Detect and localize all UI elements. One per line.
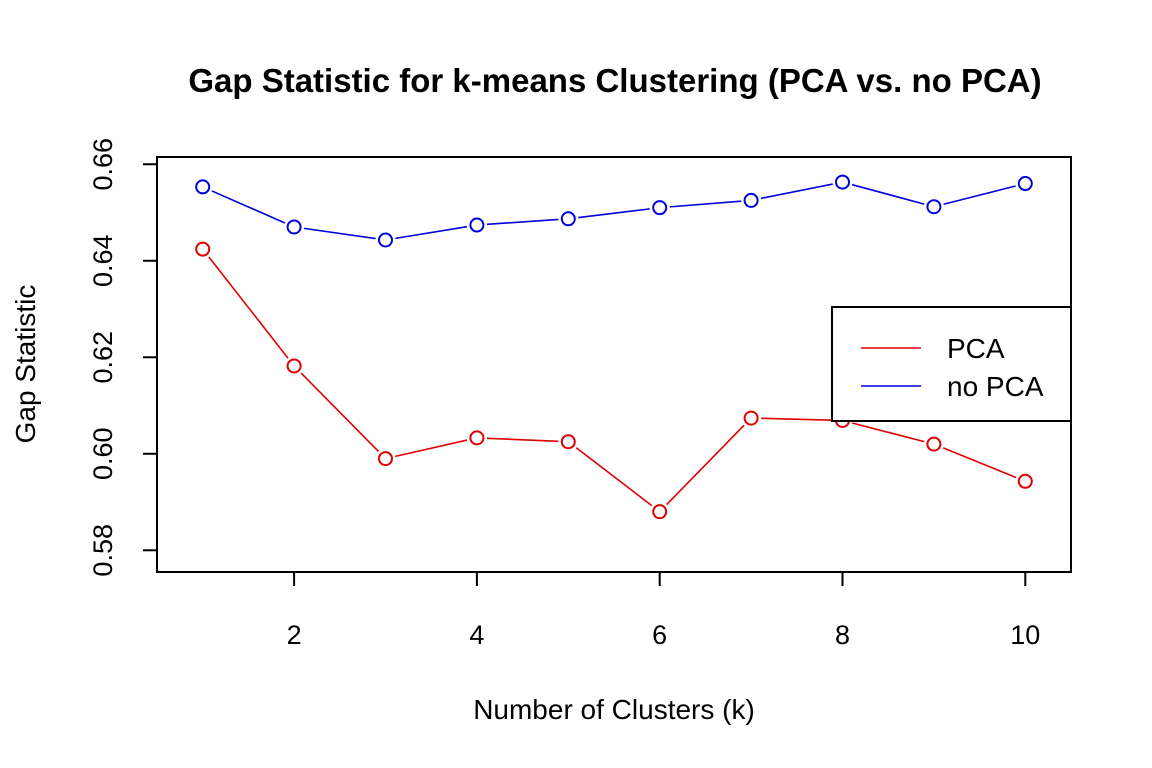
series-0 xyxy=(195,241,1033,520)
data-point xyxy=(469,430,485,446)
legend-label: no PCA xyxy=(947,371,1044,402)
y-axis: 0.58 0.60 0.62 0.64 0.66 xyxy=(88,138,157,577)
data-point xyxy=(926,436,942,452)
series-layer xyxy=(195,174,1033,520)
x-axis: 2 4 6 8 10 xyxy=(287,572,1040,650)
series-line-segment xyxy=(486,437,559,443)
x-tick-label: 10 xyxy=(1010,620,1040,650)
y-tick-label: 0.62 xyxy=(88,331,118,384)
series-line-segment xyxy=(300,372,380,453)
y-tick-label: 0.60 xyxy=(88,427,118,480)
series-line-segment xyxy=(851,422,925,443)
data-point xyxy=(286,358,302,374)
data-point xyxy=(195,241,211,257)
data-point xyxy=(743,192,759,208)
y-axis-label: Gap Statistic xyxy=(10,285,41,444)
data-point xyxy=(378,451,393,467)
series-line-segment xyxy=(761,417,833,422)
x-tick-label: 8 xyxy=(835,620,850,650)
data-point xyxy=(926,199,942,215)
series-line-segment xyxy=(303,227,376,240)
data-point xyxy=(560,211,576,227)
series-line-segment xyxy=(760,183,833,200)
x-tick-label: 4 xyxy=(469,620,484,650)
chart-title: Gap Statistic for k-means Clustering (PC… xyxy=(188,62,1041,99)
data-point xyxy=(469,217,485,233)
series-line-segment xyxy=(395,225,468,240)
series-line-segment xyxy=(942,447,1017,479)
data-point xyxy=(378,232,393,248)
legend-box xyxy=(831,306,1072,422)
y-tick-label: 0.58 xyxy=(88,524,118,577)
x-axis-label: Number of Clusters (k) xyxy=(473,694,755,725)
x-tick-label: 6 xyxy=(652,620,667,650)
series-line-segment xyxy=(486,218,559,226)
series-line-segment xyxy=(211,190,286,224)
data-point xyxy=(1017,473,1033,489)
data-point xyxy=(195,179,211,195)
data-point xyxy=(560,434,576,450)
y-tick-label: 0.66 xyxy=(88,138,118,191)
series-1 xyxy=(195,174,1033,248)
data-point xyxy=(652,200,668,216)
series-line-segment xyxy=(666,424,745,506)
data-point xyxy=(1017,176,1033,192)
legend: PCA no PCA xyxy=(831,306,1072,422)
data-point xyxy=(743,410,759,426)
series-line-segment xyxy=(575,447,653,507)
y-tick-label: 0.64 xyxy=(88,234,118,287)
legend-label: PCA xyxy=(947,333,1005,364)
series-line-segment xyxy=(578,208,650,219)
x-tick-label: 2 xyxy=(287,620,302,650)
series-line-segment xyxy=(943,185,1016,206)
data-point xyxy=(652,504,668,520)
series-line-segment xyxy=(208,256,289,359)
series-line-segment xyxy=(395,439,468,458)
series-line-segment xyxy=(851,183,925,205)
data-point xyxy=(286,219,302,235)
data-point xyxy=(835,174,850,190)
series-line-segment xyxy=(669,200,742,208)
